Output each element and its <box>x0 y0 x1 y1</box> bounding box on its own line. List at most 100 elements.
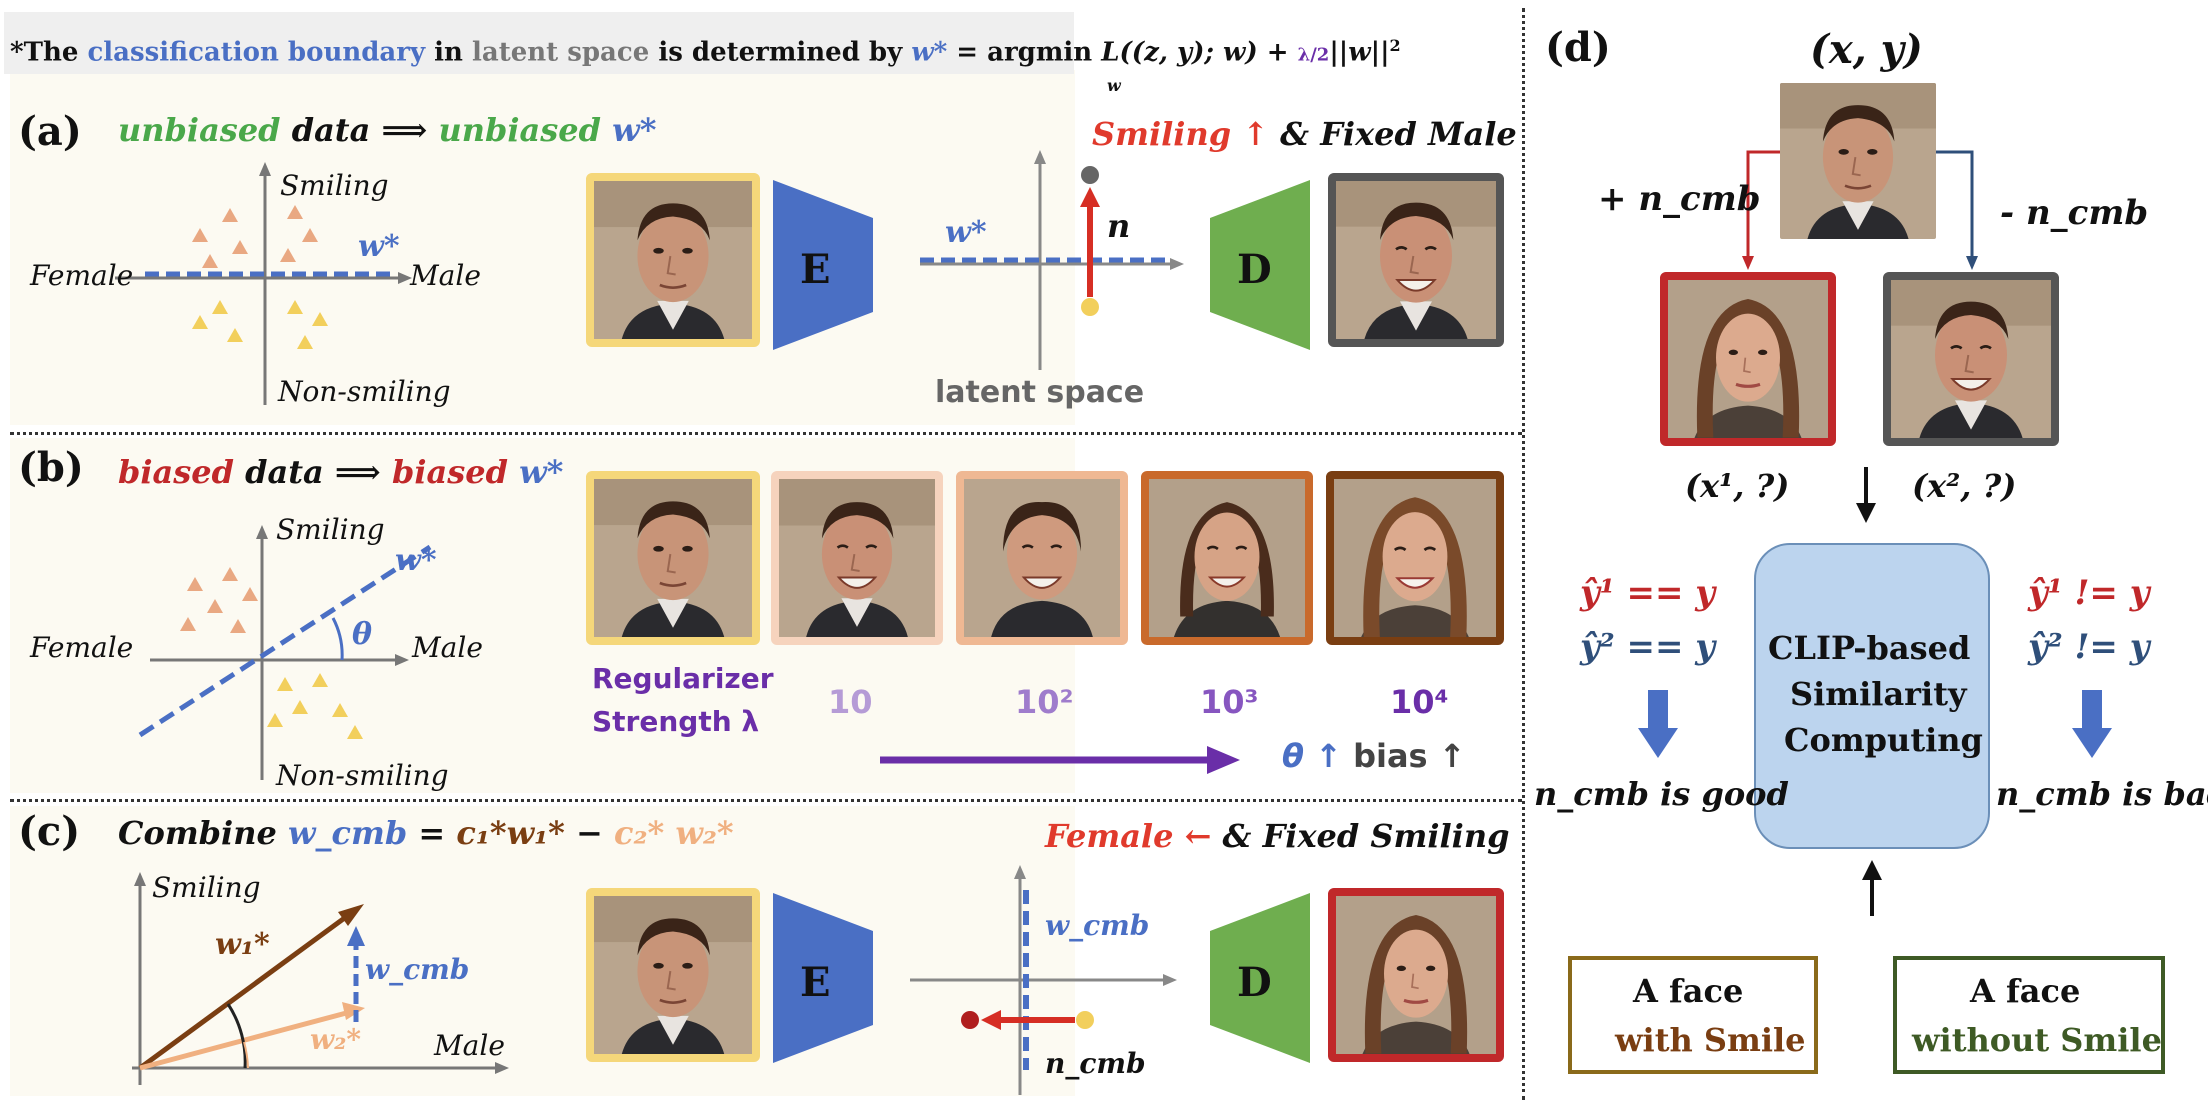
panel-a-encoder <box>773 180 873 350</box>
panel-a-latent-w: w* <box>945 215 987 250</box>
panel-c-title-minus: − <box>564 814 614 852</box>
panel-d-good-y1: ŷ¹ == y <box>1580 573 1716 613</box>
panel-c-edit-fixed: & Fixed Smiling <box>1211 817 1510 855</box>
panel-b-title-w: w* <box>507 453 564 491</box>
panel-a-axis-female: Female <box>30 259 134 292</box>
header-latent-space: latent space <box>471 37 650 68</box>
panel-c-encoder-label: E <box>800 959 831 1006</box>
panel-c-latent-n: n_cmb <box>1045 1047 1146 1080</box>
panel-a-axis-male: Male <box>410 259 481 292</box>
panel-a-latent-space <box>920 150 1184 370</box>
panel-a-background <box>10 70 1075 425</box>
panel-c-title-combine: Combine <box>118 814 288 852</box>
panel-c-decoder-label: D <box>1237 959 1272 1006</box>
panel-d-input-xy: (x, y) <box>1810 26 1923 73</box>
divider-ab <box>10 432 1522 435</box>
header-banner <box>4 12 1074 74</box>
panel-b-axis-female: Female <box>30 631 134 664</box>
header-w-star: w* <box>911 37 948 68</box>
panel-c-output-face <box>1328 888 1504 1062</box>
panel-a-axis-smiling: Smiling <box>280 169 389 202</box>
panel-b-theta: θ <box>352 617 373 652</box>
panel-b-title: biased data ⟹ biased w* <box>118 456 563 488</box>
panel-a-w-label: w* <box>358 229 400 264</box>
panel-d-bad-y2: ŷ² != y <box>2028 627 2150 667</box>
panel-a-title-unbiased-1: unbiased <box>118 111 281 149</box>
panel-d-branch-arrows <box>1742 150 1978 270</box>
panel-b-axis-male: Male <box>412 631 483 664</box>
header-argmin: argmin <box>987 37 1093 68</box>
panel-b-theta-up-text: θ ↑ <box>1282 737 1342 775</box>
panel-d-output-face-2 <box>1883 272 2059 446</box>
panel-d-prompt-smile-line2: with Smile <box>1615 1021 1806 1059</box>
panel-c-vector-plot <box>132 872 509 1085</box>
panel-c-axis-smiling: Smiling <box>152 871 261 904</box>
header-text-1: *The <box>10 37 88 68</box>
panel-d-good-label: n_cmb is good <box>1534 775 1789 813</box>
panel-b-regularizer-line2: Strength λ <box>592 705 760 738</box>
header-text-2: in <box>425 37 472 68</box>
panel-b-w-label: w* <box>395 543 437 578</box>
panel-d-clip-box <box>1754 543 1990 849</box>
panel-c-encoder <box>773 893 873 1063</box>
panel-d-bad-arrow <box>2072 690 2112 758</box>
panel-c-title-c2w2: c₂* w₂* <box>613 814 734 852</box>
panel-a-latent-n: n <box>1107 207 1131 245</box>
panel-a-edit-smiling: Smiling ↑ <box>1092 115 1270 153</box>
panel-a-axis-nonsmiling: Non-smiling <box>278 375 451 408</box>
header-formula: *The classification boundary in latent s… <box>10 38 1401 66</box>
panel-c-axis-male: Male <box>434 1029 505 1062</box>
panel-a-title-unbiased-2: unbiased <box>438 111 602 149</box>
panel-d-up-arrow <box>1862 860 1882 916</box>
panel-d-output-face-1 <box>1660 272 1836 446</box>
panel-c-w1-label: w₁* <box>215 927 270 962</box>
panel-c-wcmb-label: w_cmb <box>365 953 470 986</box>
divider-bc <box>10 799 1522 802</box>
header-text-3: is determined by <box>649 37 912 68</box>
panel-b-label: (b) <box>18 444 84 491</box>
panel-d-good-y2: ŷ² == y <box>1580 627 1716 667</box>
panel-c-decoder <box>1210 893 1310 1063</box>
header-lambda-half: λ/2 <box>1297 44 1330 66</box>
panel-a-scatter-plot <box>115 162 412 405</box>
panel-b-face-strength-2 <box>956 471 1128 645</box>
panel-d-good-arrow <box>1638 690 1678 758</box>
panel-b-theta-up: θ ↑ bias ↑ <box>1282 740 1466 772</box>
panel-a-decoder <box>1210 180 1310 350</box>
panel-b-face-strength-1 <box>771 471 943 645</box>
panel-c-w2-label: w₂* <box>310 1023 362 1056</box>
panel-d-x1-label: (x¹, ?) <box>1685 467 1790 505</box>
panel-a-title-w: w* <box>601 111 657 149</box>
panel-c-title-c1w1: c₁*w₁* <box>456 814 565 852</box>
panel-d-x2-label: (x², ?) <box>1912 467 2017 505</box>
panel-c-edit-title: Female ← & Fixed Smiling <box>1045 820 1509 852</box>
header-norm: ||w|| <box>1329 37 1390 68</box>
panel-b-strength-3: 10³ <box>1200 683 1259 721</box>
panel-b-strength-2: 10² <box>1015 683 1074 721</box>
panel-a-title: unbiased data ⟹ unbiased w* <box>118 114 656 146</box>
panel-c-title: Combine w_cmb = c₁*w₁* − c₂* w₂* <box>118 817 734 849</box>
panel-c-label: (c) <box>18 808 81 855</box>
panel-d-prompt-nosmile-box <box>1893 956 2165 1074</box>
panel-a-title-data: data ⟹ <box>280 111 439 149</box>
panel-a-output-face <box>1328 173 1504 347</box>
panel-b-title-biased-1: biased <box>118 453 235 491</box>
panel-d-down-arrow <box>1856 467 1876 523</box>
header-argmin-subscript: w <box>1107 76 1121 95</box>
panel-d-bad-y1: ŷ¹ != y <box>2028 573 2150 613</box>
panel-d-clip-line1: CLIP-based <box>1768 629 1971 667</box>
panel-b-scatter-plot <box>138 525 432 780</box>
panel-c-edit-female: Female ← <box>1045 817 1212 855</box>
panel-a-edit-title: Smiling ↑ & Fixed Male <box>1092 118 1517 150</box>
panel-c-latent-w: w_cmb <box>1045 909 1150 942</box>
panel-d-label: (d) <box>1545 24 1611 71</box>
panel-b-face-strength-3 <box>1141 471 1313 645</box>
panel-c-title-eq: = <box>407 814 457 852</box>
divider-vertical <box>1522 8 1525 1100</box>
panel-b-axis-nonsmiling: Non-smiling <box>276 759 449 792</box>
panel-d-prompt-smile-line1: A face <box>1633 972 1744 1010</box>
panel-b-regularizer-line1: Regularizer <box>592 662 774 695</box>
header-equals: = <box>947 37 988 68</box>
panel-d-prompt-nosmile-line1: A face <box>1970 972 2081 1010</box>
panel-a-latent-caption: latent space <box>935 375 1145 410</box>
